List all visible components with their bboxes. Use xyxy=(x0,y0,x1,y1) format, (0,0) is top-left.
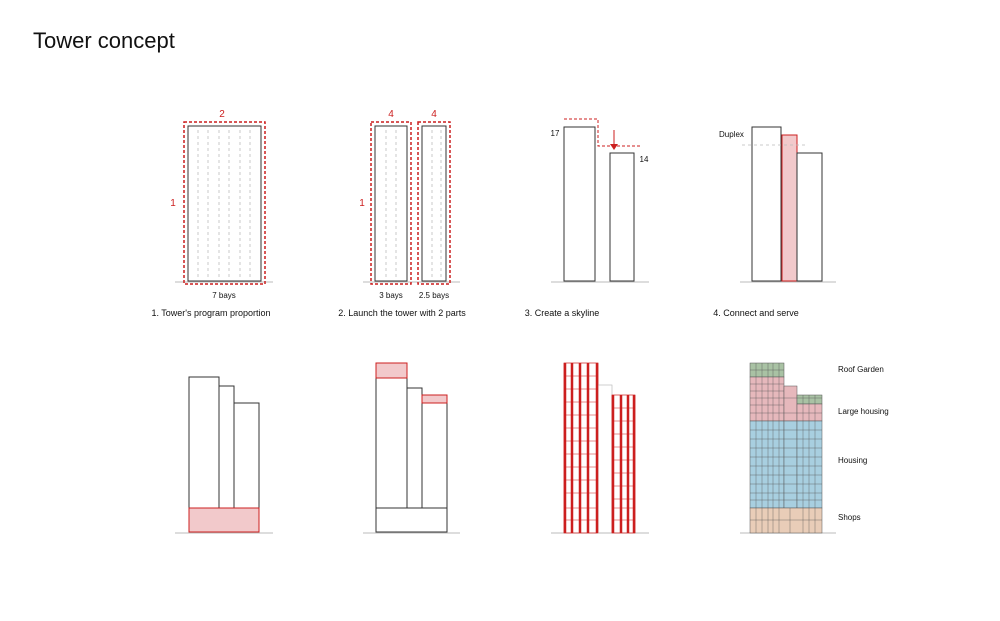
step-caption: 2. Launch the tower with 2 parts xyxy=(338,308,466,318)
step-2-two-parts: 4 4 1 3 bays 2.5 bays 2. Launch the towe… xyxy=(338,109,466,318)
tower-tall xyxy=(563,126,596,282)
roof-highlight-short xyxy=(421,394,448,404)
tower-tall xyxy=(375,377,408,509)
tower-short xyxy=(796,152,823,282)
legend-large-housing: Large housing xyxy=(838,407,889,416)
part-a-dashed-outline xyxy=(370,121,412,285)
height-label-short: 14 xyxy=(640,155,649,164)
step-caption: 3. Create a skyline xyxy=(525,308,600,318)
program-grid xyxy=(750,363,822,533)
legend-housing: Housing xyxy=(838,456,867,465)
dimension-left: 1 xyxy=(170,198,176,209)
step-3-skyline: 17 14 3. Create a skyline xyxy=(525,118,649,318)
bays-label-b: 2.5 bays xyxy=(419,291,449,300)
bays-label-a: 3 bays xyxy=(379,291,403,300)
dimension-top-a: 4 xyxy=(388,109,394,120)
diagram-rooftops xyxy=(363,362,460,534)
tower-part-b xyxy=(421,125,447,282)
legend-roof-garden: Roof Garden xyxy=(838,365,884,374)
tower-short xyxy=(609,152,635,282)
shops-block xyxy=(749,507,823,534)
tower-short xyxy=(233,402,260,509)
arrow-head-icon xyxy=(610,144,618,150)
bays-label: 7 bays xyxy=(212,291,236,300)
tower-tall xyxy=(188,376,220,509)
core-housing xyxy=(783,420,798,509)
height-label-tall: 17 xyxy=(551,129,560,138)
proportion-dashed-outline xyxy=(183,121,266,285)
legend-shops: Shops xyxy=(838,513,861,522)
skyline-dashed-line xyxy=(564,118,642,147)
dimension-top: 2 xyxy=(219,109,225,120)
tower-short xyxy=(421,402,448,509)
part-b-dashed-outline xyxy=(417,121,451,285)
duplex-label: Duplex xyxy=(719,130,744,139)
service-core xyxy=(218,385,235,509)
housing-block-short xyxy=(796,420,823,509)
floor-slabs xyxy=(564,375,635,521)
page-title: Tower concept xyxy=(33,28,175,53)
tower-volume xyxy=(187,125,262,282)
service-core xyxy=(597,384,613,534)
step-caption: 1. Tower's program proportion xyxy=(151,308,270,318)
tower-part-a xyxy=(374,125,408,282)
podium-highlight xyxy=(188,507,260,533)
dimension-top-b: 4 xyxy=(431,109,437,120)
roof-highlight-tall xyxy=(375,362,408,379)
diagram-program-distribution: Roof Garden Large housing Housing Shops xyxy=(740,362,889,534)
large-housing-block-short xyxy=(796,403,823,422)
service-core xyxy=(406,387,423,509)
core-large-housing xyxy=(783,385,798,422)
step-1-program-proportion: 2 1 7 bays 1. Tower's program proportion xyxy=(151,109,273,318)
roof-garden-block-short xyxy=(796,394,823,405)
housing-block xyxy=(749,420,785,509)
podium xyxy=(375,507,448,533)
step-4-connect-serve: Duplex 4. Connect and serve xyxy=(713,126,836,318)
service-core xyxy=(781,134,798,282)
diagram-facade-structure xyxy=(551,362,649,534)
tower-short-grid xyxy=(611,394,636,534)
step-caption: 4. Connect and serve xyxy=(713,308,799,318)
tower-tall xyxy=(751,126,782,282)
dimension-left: 1 xyxy=(359,198,365,209)
diagram-base-podium xyxy=(175,376,273,534)
structural-columns xyxy=(563,363,636,533)
